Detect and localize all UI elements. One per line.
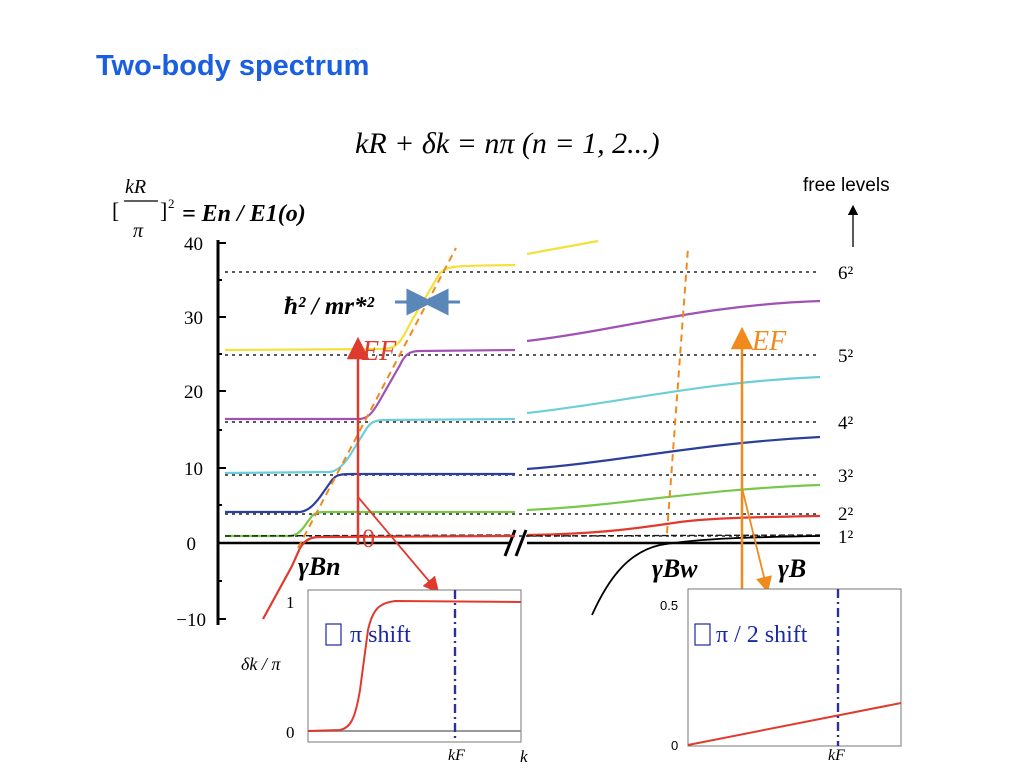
left-inset-y-bottom: 0 [286,723,295,742]
left-inset-phase-curve [307,599,522,732]
right-inset-y-bottom: 0 [671,738,678,753]
y-tick-label: −10 [176,610,206,631]
right-inset-y-top: 0.5 [660,598,678,613]
level-label-3: 3² [838,466,854,487]
lhs-exponent: 2 [168,196,175,211]
curve-black-dashed-right [526,534,821,537]
left-inset: 1 0 δk / π π shift kF k [241,589,528,766]
y-tick-label: 20 [184,382,203,403]
gap-label: ħ² / mr*² [284,293,375,320]
left-inset-x-label: k [520,747,528,766]
curve-magenta-right [526,299,821,343]
x-label-gamma-bw: γBw [652,554,698,583]
level-label-1: 1² [838,527,854,548]
right-inset-phase-line [687,702,902,746]
lhs-denominator: π [133,220,144,242]
left-inset-frame [307,589,522,743]
level-label-2: 2² [838,504,854,525]
curve-black-solid-right [591,535,821,616]
right-inset-kf-label: kF [828,747,845,764]
curve-yellow-right [526,239,599,256]
curve-green-right [526,483,821,512]
curve-cyan-left [224,417,516,475]
level-label-4: 4² [838,413,854,434]
zero-marker: 0 [362,524,375,553]
right-inset-glyph-box [694,623,711,646]
curve-cyan-right [526,375,821,415]
right-energy-curves [526,239,821,616]
energy-ratio-rhs: = En / E1(o) [182,201,306,227]
fermi-label-left: EF [361,336,397,367]
y-tick-label: 0 [187,534,197,555]
level-label-6: 6² [838,263,854,284]
energy-ratio-formula: [ kR π ] 2 = En / E1(o) [112,176,306,242]
slide-title: Two-body spectrum [96,50,370,82]
left-inset-y-top: 1 [286,593,295,612]
left-inset-glyph-box [325,623,342,646]
x-label-gamma-b: γB [778,554,806,583]
pointer-to-left-inset [357,496,440,594]
pointer-to-right-inset [741,487,772,593]
curve-red-left [262,534,516,620]
curve-magenta-left [225,348,516,421]
level-label-5: 5² [838,346,854,367]
right-inset: 0.5 0 π / 2 shift kF [660,588,902,764]
lhs-open-bracket: [ [112,198,119,223]
curve-green-left [225,510,515,538]
left-inset-y-label: δk / π [241,654,281,674]
curve-black-left [224,534,516,537]
y-tick-marks [218,242,226,620]
curve-navy-right [526,435,821,471]
curve-navy-left [225,472,515,514]
y-tick-label: 40 [184,234,203,255]
free-levels-label: free levels [803,175,890,196]
right-inset-frame [687,588,902,747]
y-tick-label: 10 [184,459,203,480]
left-inset-annotation: π shift [350,622,411,648]
fermi-label-right: EF [751,326,787,357]
lhs-numerator: kR [125,176,146,198]
x-label-gamma-bn: γBn [298,552,341,581]
y-tick-label: 30 [184,308,203,329]
lhs-close-bracket: ] [160,198,167,223]
left-inset-kf-label: kF [448,747,465,764]
quantization-formula: kR + δk = nπ (n = 1, 2...) [355,127,660,160]
right-inset-annotation: π / 2 shift [716,622,808,648]
curve-red-right [526,514,821,537]
